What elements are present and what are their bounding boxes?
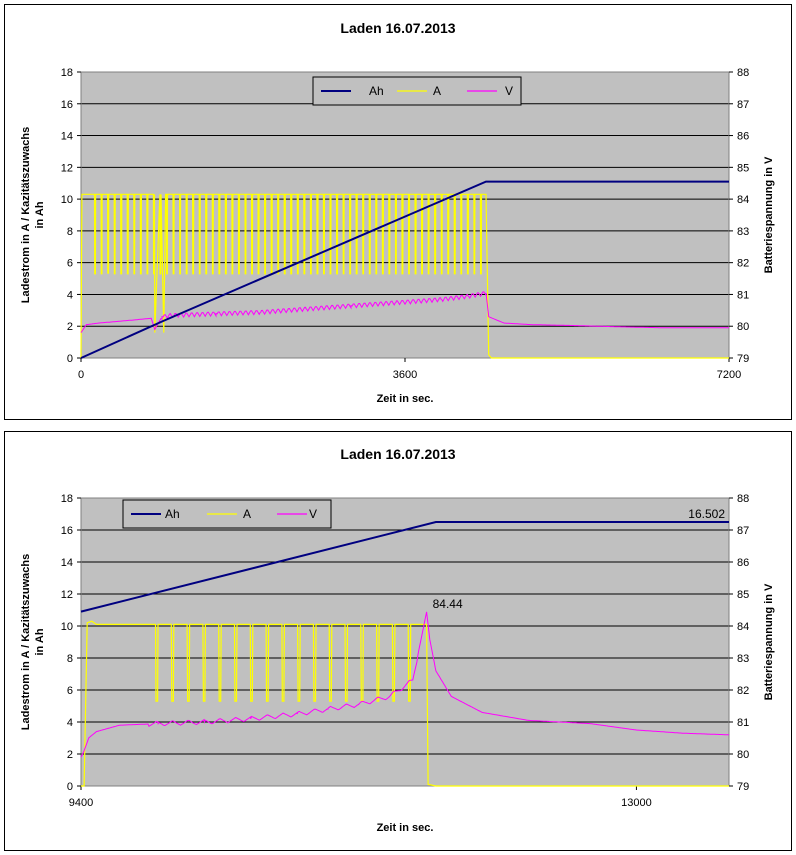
chart-1-svg: Laden 16.07.2013 0 2 4 6 8 10 12 14 16 18 79 80 81 8… — [20, 20, 775, 405]
plot-area — [81, 498, 729, 786]
y-right-tick-label: 80 — [737, 321, 749, 333]
left-axis-ticks: 0 2 4 6 8 10 12 14 16 18 — [61, 493, 81, 793]
series-a-line — [80, 193, 729, 359]
y-left-tick-label: 0 — [67, 781, 73, 793]
chart-title: Laden 16.07.2013 — [340, 20, 455, 36]
y-right-tick-label: 83 — [737, 226, 749, 238]
y-right-tick-label: 81 — [737, 717, 749, 729]
right-axis-ticks: 79 80 81 82 83 84 85 86 87 88 — [729, 67, 749, 365]
series-v-line — [80, 611, 729, 758]
legend-label-ah: Ah — [165, 507, 180, 521]
x-axis-label: Zeit in sec. — [377, 393, 434, 405]
y-left-tick-label: 18 — [61, 493, 73, 505]
y-left-tick-label: 6 — [67, 258, 73, 270]
y-right-tick-label: 87 — [737, 99, 749, 111]
x-axis-ticks: 0 3600 7200 — [78, 358, 741, 381]
x-tick-label: 13000 — [621, 797, 652, 809]
legend: Ah A V — [312, 76, 522, 106]
y-right-tick-label: 88 — [737, 493, 749, 505]
y-right-tick-label: 85 — [737, 162, 749, 174]
legend-label-a: A — [243, 507, 251, 521]
y-left-label-line: in Ah — [34, 628, 46, 655]
legend-label-v: V — [309, 507, 317, 521]
legend: Ah A V — [122, 499, 332, 529]
y-right-tick-label: 86 — [737, 557, 749, 569]
chart-panel-1: Laden 16.07.2013 0 2 4 6 8 10 12 14 16 18 79 80 81 8… — [4, 4, 792, 420]
series-layer — [80, 180, 729, 359]
x-tick-label: 9400 — [69, 797, 93, 809]
y-left-tick-label: 4 — [67, 289, 73, 301]
right-axis-ticks: 79 80 81 82 83 84 85 86 87 88 — [729, 493, 749, 793]
y-axis-label-right: Batteriespannung in V — [763, 156, 775, 273]
y-left-label-line: in Ah — [34, 201, 46, 228]
y-left-tick-label: 18 — [61, 67, 73, 79]
y-left-tick-label: 8 — [67, 653, 73, 665]
legend-label-ah: Ah — [369, 84, 384, 98]
data-label-ah-end: 16.502 — [688, 507, 725, 521]
left-axis-ticks: 0 2 4 6 8 10 12 14 16 18 — [61, 67, 81, 365]
y-left-tick-label: 14 — [61, 557, 73, 569]
y-left-label-line: Ladestrom in A / Kazitätszuwachs — [20, 127, 32, 303]
y-left-tick-label: 0 — [67, 353, 73, 365]
annotation-layer: 16.502 84.44 — [433, 507, 726, 611]
series-v-line — [80, 291, 729, 333]
y-left-label-line: Ladestrom in A / Kazitätszuwachs — [20, 554, 32, 730]
chart-2-svg: Laden 16.07.2013 0 2 4 6 8 10 12 14 16 18 79 80 81 8… — [20, 446, 775, 834]
series-layer — [80, 521, 729, 787]
y-left-tick-label: 12 — [61, 162, 73, 174]
y-axis-label-left: Ladestrom in A / Kazitätszuwachs in Ah — [20, 554, 46, 730]
y-right-tick-label: 83 — [737, 653, 749, 665]
y-right-tick-label: 87 — [737, 525, 749, 537]
x-tick-label: 7200 — [717, 369, 741, 381]
y-right-tick-label: 85 — [737, 589, 749, 601]
grid-lines — [80, 71, 730, 359]
y-left-tick-label: 2 — [67, 749, 73, 761]
chart-panel-2: Laden 16.07.2013 0 2 4 6 8 10 12 14 16 18 79 80 81 8… — [4, 431, 792, 851]
y-left-tick-label: 2 — [67, 321, 73, 333]
series-ah-line — [80, 521, 729, 613]
y-right-tick-label: 82 — [737, 685, 749, 697]
y-right-tick-label: 82 — [737, 258, 749, 270]
series-ah-line — [80, 180, 729, 359]
series-a-line — [81, 620, 729, 787]
y-right-tick-label: 86 — [737, 131, 749, 143]
legend-label-a: A — [433, 84, 441, 98]
y-right-tick-label: 79 — [737, 781, 749, 793]
y-left-tick-label: 8 — [67, 226, 73, 238]
plot-border — [80, 497, 730, 787]
y-axis-label-right: Batteriespannung in V — [763, 583, 775, 700]
y-left-tick-label: 10 — [61, 621, 73, 633]
y-right-tick-label: 80 — [737, 749, 749, 761]
y-axis-label-left: Ladestrom in A / Kazitätszuwachs in Ah — [20, 127, 46, 303]
y-left-tick-label: 16 — [61, 99, 73, 111]
y-left-tick-label: 6 — [67, 685, 73, 697]
y-left-tick-label: 12 — [61, 589, 73, 601]
x-axis-label: Zeit in sec. — [377, 822, 434, 834]
x-axis-ticks: 9400 13000 — [69, 786, 652, 809]
y-left-tick-label: 10 — [61, 194, 73, 206]
y-right-tick-label: 88 — [737, 67, 749, 79]
y-left-tick-label: 4 — [67, 717, 73, 729]
legend-label-v: V — [505, 84, 513, 98]
y-left-tick-label: 16 — [61, 525, 73, 537]
y-right-tick-label: 84 — [737, 194, 749, 206]
y-right-tick-label: 79 — [737, 353, 749, 365]
chart-title: Laden 16.07.2013 — [340, 446, 455, 462]
y-left-tick-label: 14 — [61, 131, 73, 143]
data-label-v-peak: 84.44 — [433, 597, 463, 611]
y-right-tick-label: 84 — [737, 621, 749, 633]
x-tick-label: 0 — [78, 369, 84, 381]
y-right-tick-label: 81 — [737, 289, 749, 301]
x-tick-label: 3600 — [393, 369, 417, 381]
